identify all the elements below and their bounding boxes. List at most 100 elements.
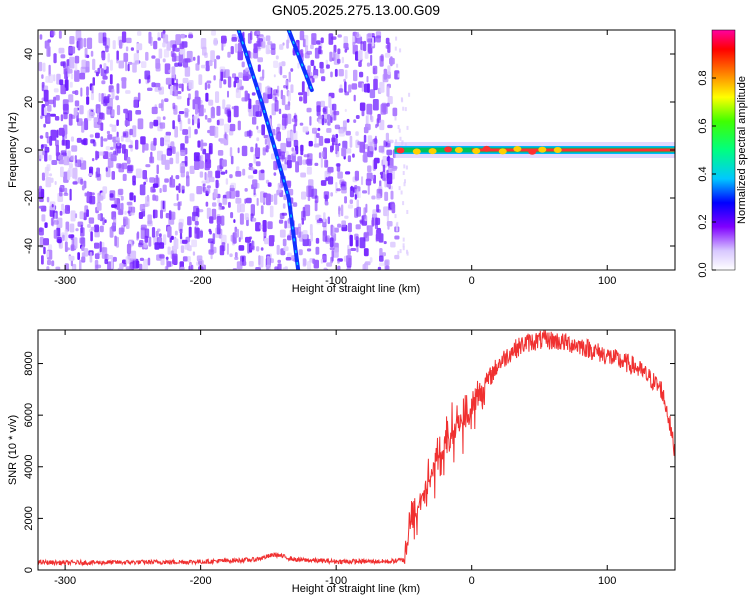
noise-cell — [41, 214, 46, 222]
noise-cell — [380, 174, 383, 179]
noise-cell — [344, 81, 347, 93]
noise-cell — [207, 83, 211, 89]
noise-cell — [301, 217, 304, 225]
noise-cell — [202, 148, 207, 155]
noise-cell — [46, 196, 50, 203]
noise-cell — [101, 52, 106, 60]
noise-cell — [326, 128, 332, 133]
noise-cell — [378, 145, 385, 153]
noise-cell — [215, 170, 221, 179]
noise-cell — [287, 113, 292, 124]
noise-cell — [168, 210, 172, 220]
noise-cell — [111, 204, 117, 208]
noise-cell — [243, 261, 247, 266]
noise-cell — [130, 206, 136, 214]
noise-cell — [107, 261, 112, 270]
noise-cell — [150, 36, 153, 46]
noise-cell — [98, 32, 104, 44]
noise-cell — [139, 257, 144, 261]
noise-cell — [316, 105, 321, 117]
noise-cell — [175, 175, 180, 180]
noise-cell — [64, 187, 68, 195]
carrier-blob — [396, 147, 405, 154]
noise-cell — [132, 181, 136, 186]
noise-cell — [184, 66, 191, 77]
noise-cell — [341, 204, 344, 217]
noise-cell — [123, 52, 129, 62]
noise-cell — [164, 98, 169, 102]
noise-cell — [406, 210, 409, 214]
noise-cell — [38, 227, 44, 236]
noise-cell — [132, 258, 139, 269]
noise-cell — [111, 124, 117, 132]
noise-cell — [219, 66, 226, 72]
colorbar-gradient — [711, 29, 736, 271]
noise-cell — [287, 235, 292, 241]
noise-cell — [80, 66, 87, 74]
noise-cell — [64, 204, 70, 214]
noise-cell — [235, 88, 241, 99]
noise-cell — [89, 134, 94, 138]
noise-cell — [57, 154, 64, 160]
noise-cell — [255, 100, 260, 105]
noise-cell — [327, 216, 330, 225]
noise-cell — [206, 188, 211, 194]
noise-cell — [171, 53, 177, 62]
noise-cell — [320, 180, 327, 186]
noise-cell — [301, 81, 305, 93]
noise-cell — [101, 80, 106, 85]
noise-cell — [120, 77, 127, 82]
noise-cell — [328, 33, 334, 45]
noise-cell — [207, 129, 211, 134]
noise-cell — [232, 268, 238, 270]
noise-cell — [236, 261, 243, 270]
noise-cell — [127, 110, 133, 122]
noise-cell — [201, 180, 207, 184]
noise-cell — [60, 150, 67, 156]
noise-cell — [232, 73, 237, 79]
noise-cell — [260, 247, 264, 251]
noise-cell — [382, 164, 386, 172]
noise-cell — [204, 114, 208, 120]
noise-cell — [69, 188, 72, 201]
colorbar-label: Normalized spectral amplitude — [736, 76, 748, 224]
noise-cell — [354, 233, 359, 241]
noise-cell — [159, 233, 162, 238]
noise-cell — [46, 46, 51, 57]
noise-cell — [72, 266, 75, 270]
noise-cell — [199, 154, 204, 161]
noise-cell — [203, 108, 206, 113]
noise-cell — [229, 147, 233, 157]
noise-cell — [165, 77, 172, 85]
noise-cell — [184, 242, 190, 250]
noise-cell — [399, 136, 402, 141]
noise-cell — [256, 246, 260, 252]
noise-cell — [265, 145, 269, 153]
noise-cell — [85, 66, 90, 73]
noise-cell — [163, 49, 170, 58]
noise-cell — [365, 178, 372, 186]
noise-cell — [224, 131, 227, 141]
noise-cell — [379, 262, 385, 267]
noise-cell — [116, 105, 121, 116]
noise-cell — [75, 228, 79, 232]
noise-cell — [345, 171, 351, 175]
noise-cell — [366, 62, 371, 67]
noise-cell — [375, 217, 381, 225]
noise-cell — [331, 113, 334, 118]
noise-cell — [379, 255, 384, 262]
noise-cell — [81, 139, 86, 145]
noise-cell — [129, 128, 133, 136]
noise-cell — [384, 52, 391, 58]
noise-cell — [382, 252, 386, 257]
colorbar-tick-label: 0.0 — [697, 262, 709, 277]
noise-cell — [248, 261, 254, 267]
noise-cell — [244, 198, 247, 204]
noise-cell — [337, 171, 343, 179]
noise-cell — [254, 147, 261, 157]
noise-cell — [169, 157, 174, 165]
noise-cell — [307, 65, 311, 73]
noise-cell — [39, 34, 43, 40]
noise-cell — [338, 143, 341, 146]
noise-cell — [65, 221, 70, 232]
